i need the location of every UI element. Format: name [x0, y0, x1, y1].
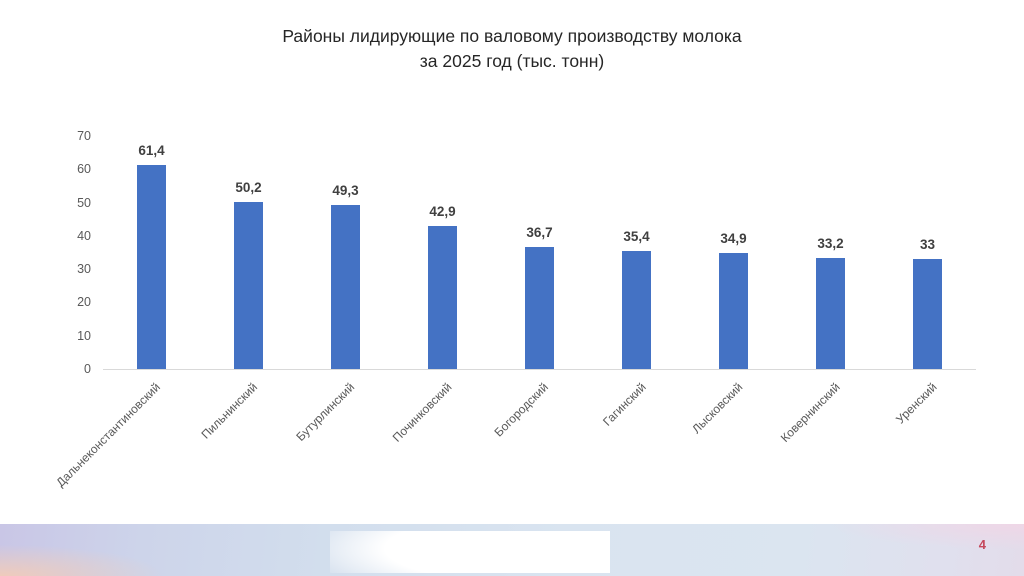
- bar: [331, 204, 360, 369]
- bar-value-label: 42,9: [429, 204, 456, 220]
- bar: [525, 246, 554, 369]
- bar: [913, 259, 942, 369]
- chart-title-line-1: Районы лидирующие по валовому производст…: [282, 26, 742, 46]
- y-axis-tick-label: 20: [77, 295, 91, 310]
- bar: [816, 258, 845, 369]
- footer-swoosh-highlight: [330, 531, 610, 573]
- x-axis-category-label: Починковский: [389, 380, 455, 445]
- y-axis-tick-label: 40: [77, 228, 91, 243]
- x-axis-line: [103, 369, 976, 370]
- y-axis-tick-label: 70: [77, 129, 91, 143]
- bar: [234, 201, 263, 369]
- x-axis-category-label: Гагинский: [599, 380, 649, 429]
- x-axis-category-label: Лысковский: [689, 380, 746, 437]
- chart-title-line-2: за 2025 год (тыс. тонн): [419, 51, 605, 71]
- chart-title: Районы лидирующие по валовому производст…: [0, 24, 1024, 74]
- bar-value-label: 49,3: [332, 182, 359, 198]
- bar-value-label: 36,7: [526, 224, 553, 240]
- bar-value-label: 50,2: [235, 179, 262, 195]
- bar-value-label: 35,4: [623, 229, 650, 245]
- x-axis-category-label: Богородский: [491, 380, 552, 440]
- y-axis-tick-label: 30: [77, 262, 91, 277]
- bar-value-label: 34,9: [720, 230, 747, 246]
- bar: [137, 164, 166, 369]
- y-axis-tick-label: 60: [77, 162, 91, 177]
- y-axis-tick-label: 10: [77, 328, 91, 343]
- bar-value-label: 33,2: [817, 236, 844, 252]
- bar-value-label: 61,4: [138, 142, 165, 158]
- y-axis-tick-label: 50: [77, 195, 91, 210]
- footer-decoration-strip: [0, 524, 1024, 576]
- y-axis-tick-label: 0: [84, 362, 91, 376]
- page-number: 4: [978, 537, 986, 552]
- x-axis-category-label: Уренский: [892, 380, 940, 427]
- x-axis-category-label: Пильнинский: [198, 380, 261, 442]
- bar-value-label: 33: [919, 237, 936, 253]
- bar: [622, 251, 651, 369]
- bar: [428, 226, 457, 369]
- x-axis-category-label: Бутурлинский: [293, 380, 358, 444]
- x-axis-category-label: Ковернинский: [777, 380, 843, 445]
- bar: [719, 252, 748, 369]
- x-axis-category-label: Дальнеконстантиновский: [53, 380, 164, 490]
